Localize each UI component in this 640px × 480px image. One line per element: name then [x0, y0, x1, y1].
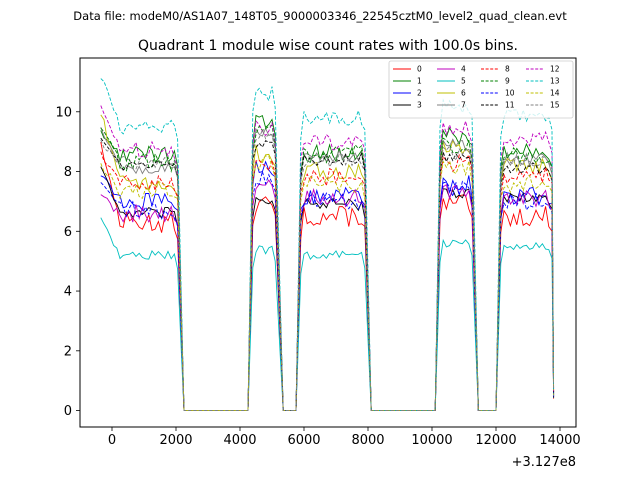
series-line-2 [100, 160, 555, 412]
chart-title: Quadrant 1 module wise count rates with … [138, 38, 518, 54]
data-file-header: Data file: modeM0/AS1A07_148T05_90000033… [73, 9, 567, 23]
y-tick-label: 8 [64, 165, 72, 180]
series-line-3 [100, 166, 555, 412]
series-line-10 [100, 171, 555, 412]
y-axis: 0 2 4 6 8 10 [55, 105, 80, 419]
y-tick-label: 10 [55, 105, 72, 120]
legend-label: 7 [461, 101, 466, 110]
legend-label: 3 [417, 101, 422, 110]
legend-label: 5 [461, 77, 466, 86]
legend-label: 12 [550, 65, 560, 74]
series-line-5 [100, 217, 555, 412]
series-line-15 [100, 128, 555, 412]
legend-label: 14 [550, 89, 560, 98]
y-tick-label: 4 [64, 285, 72, 300]
series-layer [100, 78, 555, 412]
series-line-12 [100, 105, 555, 412]
legend-label: 10 [505, 89, 515, 98]
x-tick-label: 12000 [475, 433, 516, 448]
x-axis: 0 2000 4000 6000 8000 10000 12000 14000 [108, 427, 581, 448]
plot-frame [79, 57, 577, 428]
legend-label: 13 [550, 77, 560, 86]
plot-area [79, 57, 577, 428]
x-tick-label: 2000 [159, 433, 192, 448]
legend-frame [388, 60, 574, 119]
legend-label: 4 [461, 65, 466, 74]
legend-label: 8 [505, 65, 510, 74]
x-tick-label: 14000 [539, 433, 580, 448]
legend-label: 15 [550, 101, 560, 110]
legend-label: 0 [417, 65, 422, 74]
legend-label: 11 [505, 101, 515, 110]
legend-label: 9 [505, 77, 510, 86]
x-tick-label: 10000 [411, 433, 452, 448]
y-tick-label: 0 [64, 404, 72, 419]
legend-label: 1 [417, 77, 422, 86]
series-line-13 [100, 78, 555, 412]
series-line-4 [100, 179, 555, 412]
series-line-14 [100, 155, 555, 412]
y-tick-label: 2 [64, 344, 72, 359]
x-tick-label: 8000 [351, 433, 384, 448]
x-tick-label: 0 [108, 433, 116, 448]
x-tick-label: 4000 [223, 433, 256, 448]
x-tick-label: 6000 [287, 433, 320, 448]
legend-label: 6 [461, 89, 466, 98]
y-tick-label: 6 [64, 225, 72, 240]
x-offset-label: +3.127e8 [512, 455, 576, 470]
legend-label: 2 [417, 89, 422, 98]
